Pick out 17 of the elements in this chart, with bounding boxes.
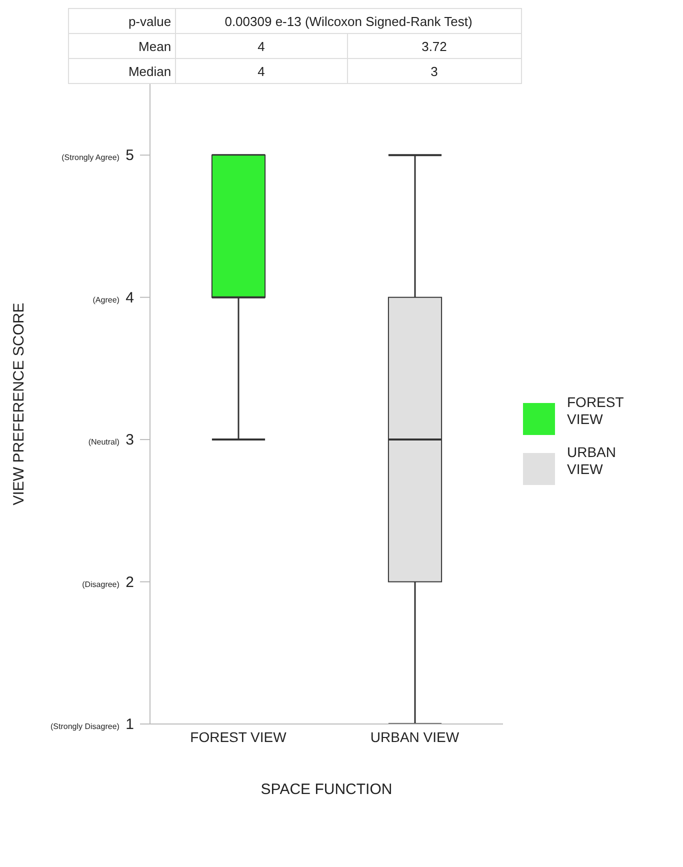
legend-label: FOREST VIEW [567,394,625,428]
y-tick-label: (Strongly Disagree) 1 [50,716,134,733]
x-axis-title: SPACE FUNCTION [260,781,392,798]
text: 3.72 [347,34,522,58]
text: 3 [347,58,522,84]
y-axis-title: VIEW PREFERENCE SCORE [10,302,28,506]
y-tick-label: (Neutral) 3 [88,432,134,449]
legend-label: URBAN VIEW [567,444,618,478]
text: Mean [68,34,176,58]
text: 4 [176,34,347,58]
y-tick-label: (Agree) 4 [92,289,134,306]
text: 0.00309 e-13 (Wilcoxon Signed-Rank Test) [176,8,522,34]
text: p-value [68,8,176,34]
text: 4 [176,58,347,84]
y-tick-label: (Strongly Agree) 5 [62,147,134,164]
y-tick-label: (Disagree) 2 [82,574,134,591]
text: Median [68,58,176,84]
